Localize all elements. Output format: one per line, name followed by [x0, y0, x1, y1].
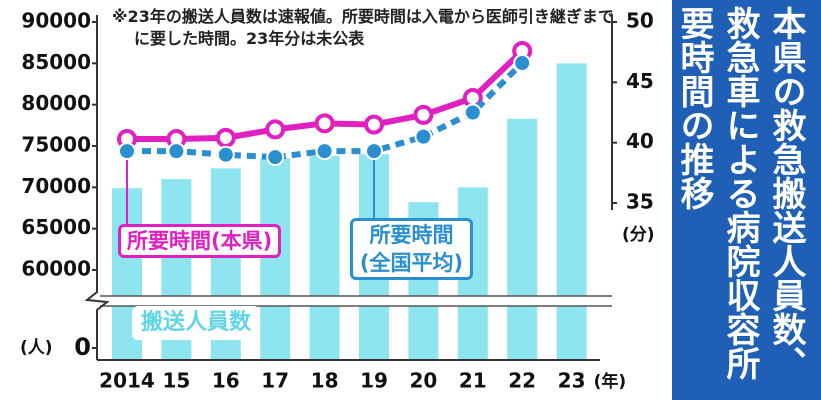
- y-tick-label: 65000: [21, 215, 91, 239]
- y-tick-label: 80000: [21, 91, 91, 115]
- y2-unit: (分): [622, 225, 655, 245]
- x-tick-label: 21: [459, 369, 487, 393]
- y-tick-label: 85000: [21, 50, 91, 74]
- axis-break: [60, 296, 612, 306]
- marker: [513, 54, 532, 73]
- marker: [365, 142, 383, 161]
- marker: [463, 103, 482, 122]
- legend-local: 所要時間(本県): [118, 224, 282, 258]
- marker: [216, 145, 235, 164]
- y-tick-label: 90000: [21, 9, 91, 33]
- marker: [118, 142, 136, 161]
- y2-tick-label: 35: [626, 190, 654, 214]
- y2-tick-label: 45: [626, 69, 654, 93]
- y-tick-label: 0: [74, 333, 91, 361]
- marker: [413, 104, 434, 125]
- y-axis: [84, 15, 110, 360]
- marker: [215, 127, 236, 148]
- x-tick-label: 15: [162, 369, 190, 393]
- x-tick-label: 19: [360, 369, 388, 393]
- bar: [260, 158, 291, 360]
- x-tick-label: 18: [311, 369, 339, 393]
- marker: [167, 142, 186, 161]
- x-tick-label: 23: [558, 369, 586, 393]
- x-unit: (年): [594, 371, 627, 392]
- note: ※23年の搬送人員数は速報値。所要時間は入電から医師引き継ぎまでに要した時間。2…: [112, 7, 614, 48]
- y-unit: (人): [20, 338, 53, 358]
- marker: [414, 127, 433, 146]
- y-tick-label: 75000: [21, 133, 91, 157]
- y-tick-label: 60000: [21, 257, 91, 281]
- marker: [266, 148, 285, 167]
- y-tick-label: 70000: [21, 174, 91, 198]
- y2-tick-label: 40: [626, 129, 654, 153]
- bar: [507, 118, 538, 360]
- bar: [309, 155, 340, 360]
- y2-tick-label: 50: [626, 9, 654, 33]
- legend-bar: 搬送人員数: [132, 306, 261, 340]
- x-tick-label: 2014: [99, 369, 155, 393]
- marker: [315, 142, 334, 161]
- bar: [556, 63, 587, 360]
- x-tick-label: 17: [261, 369, 289, 393]
- x-tick-label: 16: [212, 369, 240, 393]
- x-tick-label: 20: [409, 369, 437, 393]
- chart-title: 本県の救急搬送人員数、救急車による病院収容所要時間の推移: [672, 0, 821, 400]
- marker: [314, 113, 335, 134]
- legend-national: 所要時間(全国平均): [350, 218, 473, 280]
- marker: [364, 114, 384, 135]
- plot: 0 60000 65000 70000 75000 80000 85000 90000 35 40…: [20, 9, 655, 393]
- marker: [265, 119, 286, 140]
- x-tick-label: 22: [508, 369, 536, 393]
